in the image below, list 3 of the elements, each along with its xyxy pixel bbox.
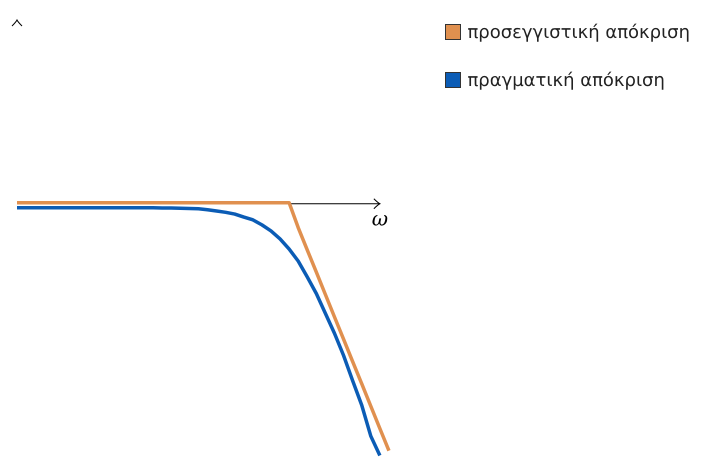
legend-label: προσεγγιστική απόκριση	[467, 22, 690, 42]
legend-label: πραγματική απόκριση	[467, 70, 665, 90]
annotation: ω	[372, 206, 388, 231]
